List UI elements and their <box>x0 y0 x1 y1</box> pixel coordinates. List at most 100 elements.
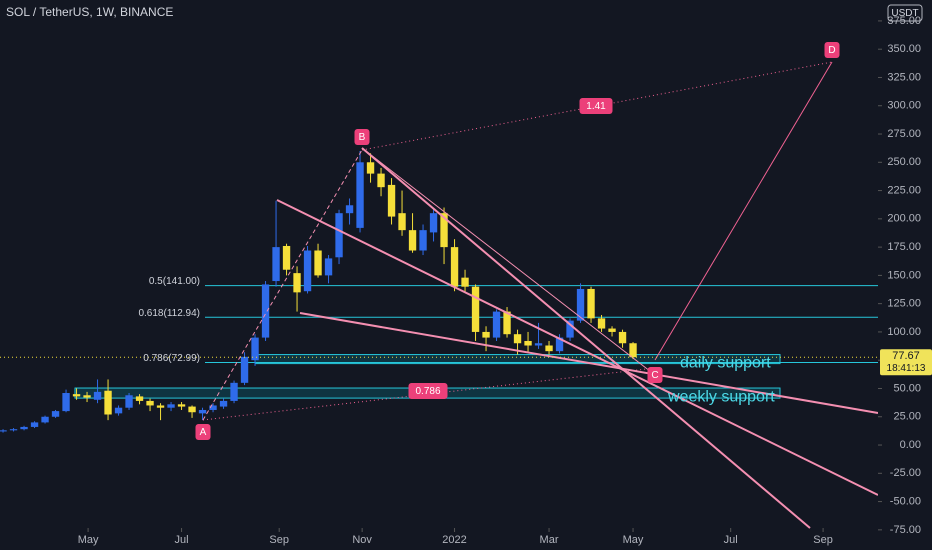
currency-label: USDT <box>891 8 918 19</box>
wave-badge-label: C <box>651 370 658 381</box>
candle-body <box>429 213 438 233</box>
candle-body <box>251 337 259 361</box>
candle-body <box>503 311 511 335</box>
candle-body <box>408 230 417 251</box>
wave-badge <box>408 383 448 399</box>
candle-body <box>261 284 270 338</box>
candle-body <box>566 320 574 338</box>
candle-body <box>104 390 112 415</box>
candle-body <box>114 407 123 414</box>
y-tick-label: 325.00 <box>887 71 921 83</box>
candle-body <box>20 426 28 430</box>
x-tick-label: May <box>623 534 644 546</box>
candle-body <box>513 334 522 344</box>
candle-body <box>545 345 553 352</box>
trend-line <box>299 312 879 414</box>
wave-badge-label: A <box>200 427 207 438</box>
fib-label: 0.786(72.99) <box>143 353 200 364</box>
candle-body <box>629 343 637 358</box>
candle-body <box>9 429 18 431</box>
candle-body <box>230 382 238 401</box>
candle-body <box>0 430 7 432</box>
candle-body <box>419 230 427 251</box>
zone-label: daily support <box>680 354 771 371</box>
candle-body <box>282 245 291 270</box>
y-tick-label: -25.00 <box>890 467 921 479</box>
x-tick-label: Nov <box>352 534 372 546</box>
candle-body <box>62 393 70 412</box>
projection-line <box>654 61 833 361</box>
price-tag <box>880 349 932 376</box>
candle-body <box>156 405 165 408</box>
candle-body <box>209 405 217 410</box>
candle-body <box>188 406 196 413</box>
candle-body <box>219 400 228 407</box>
price-tag-value: 77.67 <box>892 350 920 362</box>
candle-body <box>461 277 469 287</box>
candle-body <box>30 422 39 427</box>
y-tick-label: 0.00 <box>900 439 921 451</box>
wave-badge-label: B <box>359 132 366 143</box>
candle-body <box>324 258 333 276</box>
trend-line <box>361 147 811 529</box>
candle-body <box>366 162 375 174</box>
x-tick-label: Jul <box>175 534 189 546</box>
y-tick-label: 250.00 <box>887 156 921 168</box>
candle-body <box>240 356 249 383</box>
y-tick-label: 125.00 <box>887 298 921 310</box>
trend-line <box>276 199 879 496</box>
candle-body <box>125 395 133 408</box>
candle-body <box>608 328 616 332</box>
x-tick-label: Sep <box>813 534 833 546</box>
fib-label: 0.618(112.94) <box>138 308 200 319</box>
wave-badge <box>824 42 840 58</box>
x-tick-label: Jul <box>724 534 738 546</box>
candle-body <box>492 311 501 338</box>
candle-body <box>597 318 606 329</box>
price-axis <box>878 0 932 550</box>
candle-body <box>534 343 543 346</box>
y-tick-label: 100.00 <box>887 326 921 338</box>
candle-body <box>398 213 406 231</box>
candle-body <box>314 250 322 276</box>
candle-body <box>335 213 343 258</box>
y-tick-label: -50.00 <box>890 495 921 507</box>
candle-body <box>555 337 564 352</box>
wave-badge <box>579 98 613 114</box>
y-tick-label: 25.00 <box>893 411 921 423</box>
candle-body <box>303 250 312 292</box>
y-tick-label: 350.00 <box>887 43 921 55</box>
x-tick-label: Sep <box>269 534 289 546</box>
y-tick-label: 375.00 <box>887 15 921 27</box>
price-tag-countdown: 18:41:13 <box>887 363 926 374</box>
candle-body <box>41 416 49 423</box>
currency-badge[interactable] <box>887 4 923 22</box>
candle-body <box>471 286 480 332</box>
candle-body <box>167 404 175 408</box>
wave-badge <box>195 424 211 440</box>
symbol-title: SOL / TetherUS, 1W, BINANCE <box>6 5 173 19</box>
candle-body <box>587 288 595 319</box>
candle-body <box>524 340 532 346</box>
x-tick-label: 2022 <box>442 534 466 546</box>
candle-body <box>345 205 354 214</box>
candle-body <box>177 404 186 407</box>
candle-body <box>387 184 396 217</box>
trend-line <box>361 147 656 376</box>
candle-body <box>356 162 364 228</box>
candle-body <box>198 409 207 414</box>
candle-body <box>576 288 585 321</box>
candle-body <box>93 391 102 400</box>
drawings <box>202 61 879 529</box>
y-tick-label: 225.00 <box>887 184 921 196</box>
y-tick-label: 200.00 <box>887 213 921 225</box>
candle-body <box>135 396 144 401</box>
wave-badge <box>647 367 663 383</box>
candle-body <box>83 395 91 398</box>
y-tick-label: 300.00 <box>887 100 921 112</box>
zone-label: weekly support <box>667 388 775 405</box>
wave-line <box>202 149 363 421</box>
y-tick-label: -75.00 <box>890 524 921 536</box>
